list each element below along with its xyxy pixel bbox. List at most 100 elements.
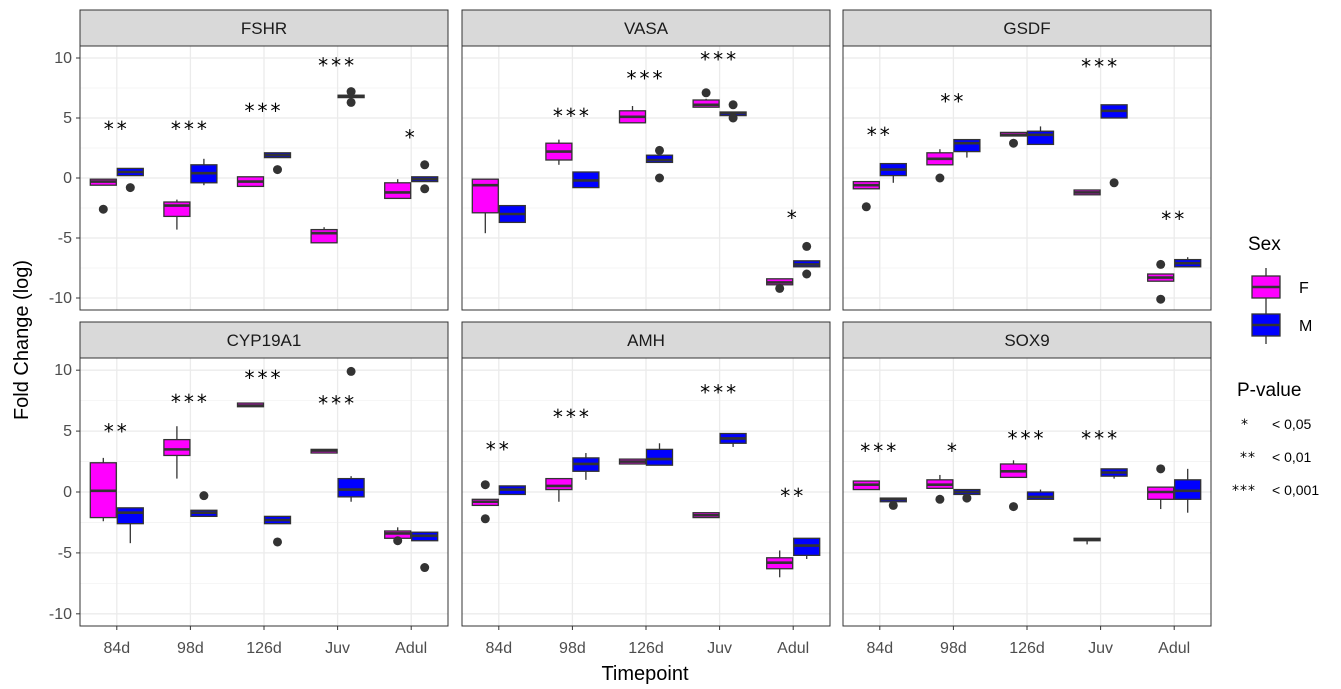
box-M-84d <box>116 507 144 544</box>
box-F-Juv <box>692 512 720 519</box>
box-F-Juv <box>310 448 338 454</box>
box-M-126d <box>263 515 292 547</box>
outlier-point <box>1156 294 1166 304</box>
box-F-Adul <box>1147 259 1175 304</box>
outlier-point <box>655 145 664 155</box>
y-tick-label: -10 <box>49 606 72 623</box>
outlier-point <box>346 97 356 107</box>
outlier-point <box>420 563 430 573</box>
x-tick-label: 84d <box>103 640 130 657</box>
box-F-126d <box>236 176 265 188</box>
significance-stars: ** <box>780 484 806 508</box>
facet-panel-gsdf: GSDF********* <box>842 9 1212 311</box>
x-tick-label: 98d <box>177 640 204 657</box>
x-tick-label: 98d <box>940 640 967 657</box>
box-M-Adul <box>793 537 821 559</box>
box-F-98d <box>163 199 191 230</box>
box-M-Adul <box>411 160 439 194</box>
box-F-84d <box>89 457 117 522</box>
significance-stars: ** <box>486 438 512 462</box>
box-F-84d <box>852 480 880 491</box>
x-tick-label: Adul <box>777 640 809 657</box>
y-tick-label: 10 <box>54 362 72 379</box>
pvalue-label: < 0,001 <box>1272 482 1319 498</box>
significance-stars: * <box>405 125 418 149</box>
outlier-point <box>1156 259 1166 269</box>
facet-strip-label: VASA <box>624 19 669 38</box>
significance-stars: *** <box>553 104 592 128</box>
box-M-98d <box>572 453 600 480</box>
panels-layer: FSHR** **********-10-50510VASA**********G… <box>49 9 1212 657</box>
outlier-point <box>861 202 871 212</box>
box-rect <box>310 228 338 244</box>
y-tick-label: 0 <box>63 484 72 501</box>
outlier-point <box>125 183 135 193</box>
box-F-98d <box>545 139 573 165</box>
outlier-point <box>480 480 490 490</box>
box-M-84d <box>879 162 907 183</box>
significance-stars: *** <box>171 117 210 141</box>
box-M-126d <box>645 443 674 466</box>
legend-entry-F: F <box>1251 268 1309 306</box>
facet-strip <box>461 9 831 47</box>
facet-strip-label: SOX9 <box>1004 331 1049 350</box>
box-M-98d <box>190 491 218 518</box>
outlier-point <box>346 87 356 97</box>
outlier-point <box>655 173 664 183</box>
pvalue-entry: * < 0,05 <box>1241 416 1312 433</box>
box-rect <box>163 201 191 218</box>
box-M-Juv <box>337 87 365 107</box>
y-tick-label: 5 <box>63 423 72 440</box>
significance-stars: * <box>787 206 800 230</box>
box-F-Adul <box>766 550 794 578</box>
facet-strip <box>842 9 1212 47</box>
significance-stars: *** <box>1081 55 1120 79</box>
box-F-Adul <box>1147 464 1175 510</box>
significance-stars: *** <box>245 366 284 390</box>
facet-strip-label: GSDF <box>1003 19 1050 38</box>
y-tick-label: 5 <box>63 110 72 127</box>
outlier-point <box>1109 178 1119 188</box>
pvalue-legend: P-value * < 0,05 ** < 0,01 *** < 0,001 <box>1232 380 1319 499</box>
x-tick-label: Adul <box>395 640 427 657</box>
box-F-Juv <box>692 88 720 108</box>
facet-strip-label: AMH <box>627 331 665 350</box>
pvalue-stars: * <box>1241 417 1249 433</box>
box-M-84d <box>498 485 526 496</box>
box-F-Adul <box>384 179 412 200</box>
outlier-point <box>346 366 356 376</box>
box-F-84d <box>89 178 117 214</box>
box-M-Juv <box>1100 468 1128 479</box>
significance-stars: ** <box>940 89 966 113</box>
outlier-point <box>935 173 945 183</box>
box-rect <box>1026 130 1055 146</box>
outlier-point <box>728 100 738 110</box>
facet-panel-amh: AMH**********84d 98d 126d Juv Adul <box>461 321 831 657</box>
box-F-Juv <box>1073 189 1101 196</box>
outlier-point <box>420 160 430 170</box>
outlier-point <box>199 491 209 501</box>
box-M-Adul <box>793 241 821 279</box>
outlier-point <box>775 283 785 293</box>
box-M-Juv <box>337 366 365 502</box>
box-M-84d <box>116 167 144 193</box>
box-F-98d <box>545 477 573 502</box>
pvalue-stars: ** <box>1240 450 1256 466</box>
legend-entry-M: M <box>1251 306 1312 344</box>
outlier-point <box>273 165 282 175</box>
box-M-Adul <box>411 531 439 573</box>
x-tick-label: 126d <box>1009 640 1045 657</box>
pvalue-legend-entries: * < 0,05 ** < 0,01 *** < 0,001 <box>1232 416 1319 499</box>
significance-stars: *** <box>700 47 739 71</box>
outlier-point <box>1009 502 1018 512</box>
box-F-126d <box>236 402 265 408</box>
box-rect <box>337 477 365 498</box>
box-F-126d <box>999 460 1028 512</box>
facet-panel-vasa: VASA********** <box>461 9 831 311</box>
pvalue-entry: *** < 0,001 <box>1232 482 1319 499</box>
facet-strip-label: CYP19A1 <box>227 331 302 350</box>
box-F-84d <box>471 480 499 524</box>
box-rect <box>953 138 981 153</box>
box-F-Adul <box>384 527 412 546</box>
